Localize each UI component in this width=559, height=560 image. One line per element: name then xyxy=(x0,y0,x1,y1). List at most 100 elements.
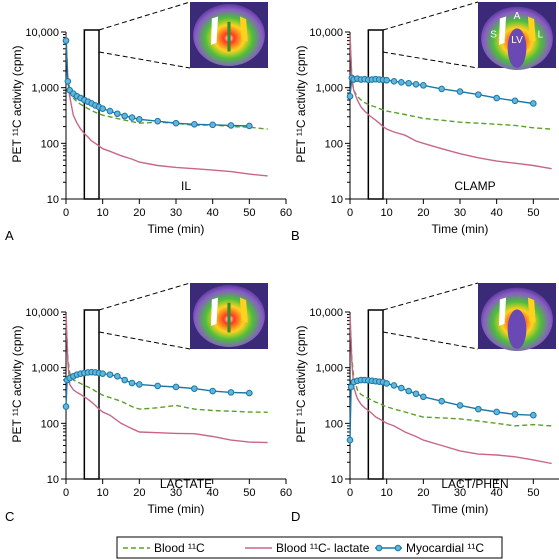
x-tick-label: 50 xyxy=(243,487,255,499)
series-myocardial-point xyxy=(438,397,445,405)
legend-label: Myocardial ¹¹C xyxy=(406,541,484,555)
series-myocardial-point xyxy=(64,78,72,85)
legend-marker xyxy=(394,544,402,552)
series-myocardial-point xyxy=(475,405,482,413)
series-myocardial-point xyxy=(511,97,519,105)
series-myocardial-point xyxy=(106,107,114,115)
x-tick-label: 0 xyxy=(63,487,69,499)
series-lactate-line xyxy=(65,34,268,177)
image-window-box xyxy=(83,29,100,200)
series-myocardial-point xyxy=(412,80,420,88)
x-tick-label: 20 xyxy=(417,487,429,499)
heatmap-cavity xyxy=(507,309,527,350)
series-myocardial-point xyxy=(405,387,412,395)
x-axis-label: Time (min) xyxy=(148,502,205,516)
series-myocardial-point xyxy=(493,94,500,102)
y-axis-label: PET ¹¹C activity (cpm) xyxy=(294,45,308,162)
zoom-guide-line xyxy=(382,51,479,69)
x-tick-label: 50 xyxy=(527,487,539,499)
x-tick-label: 40 xyxy=(491,487,503,499)
y-tick-label: 10,000 xyxy=(309,27,343,39)
panel-letter: C xyxy=(5,509,14,524)
y-tick-label: 10 xyxy=(47,194,59,206)
series-myocardial-point xyxy=(383,380,390,387)
heatmap-hotspot xyxy=(211,16,219,45)
zoom-guide-line xyxy=(98,51,191,69)
heatmap-septum-gap xyxy=(227,21,231,52)
zoom-guide-line xyxy=(98,331,191,350)
x-tick-label: 40 xyxy=(207,487,219,499)
series-myocardial-point xyxy=(62,403,70,410)
series-myocardial-point xyxy=(172,119,180,127)
series-myocardial-point xyxy=(511,411,519,418)
condition-label: IL xyxy=(181,179,191,193)
y-tick-label: 1,000 xyxy=(31,83,59,95)
x-tick-label: 30 xyxy=(170,487,182,499)
chart-panel-a: 10 100 1,000 10,000 0 10 20 30 40 50 60 Time (min) P… xyxy=(5,1,292,243)
heatmap-label: L xyxy=(538,30,544,41)
series-blood-line xyxy=(349,34,552,130)
series-myocardial-point xyxy=(106,371,114,378)
image-window-box xyxy=(83,309,100,480)
x-tick-label: 40 xyxy=(491,207,503,219)
x-tick-label: 0 xyxy=(63,207,69,219)
series-myocardial-point xyxy=(383,76,390,84)
y-axis-label: PET ¹¹C activity (cpm) xyxy=(294,325,308,442)
x-tick-label: 60 xyxy=(280,207,292,219)
zoom-guide-line xyxy=(382,331,479,350)
y-tick-label: 10 xyxy=(331,194,343,206)
y-tick-label: 10,000 xyxy=(25,307,59,319)
x-tick-label: 50 xyxy=(527,207,539,219)
x-tick-label: 20 xyxy=(417,207,429,219)
series-myocardial-point xyxy=(227,389,235,396)
series-myocardial-point xyxy=(209,387,216,395)
heatmap-cavity xyxy=(507,28,527,68)
series-myocardial-point xyxy=(398,78,405,86)
x-axis-label: Time (min) xyxy=(432,222,489,236)
legend-label: Blood ¹¹C- lactate xyxy=(276,541,370,555)
y-tick-label: 1,000 xyxy=(315,83,343,95)
heatmap-hotspot xyxy=(239,297,248,323)
zoom-guide-line xyxy=(98,282,191,311)
series-myocardial-point xyxy=(405,79,412,87)
series-lactate-line xyxy=(349,34,552,170)
x-tick-label: 10 xyxy=(381,207,393,219)
series-myocardial-point xyxy=(227,122,235,129)
series-myocardial-point xyxy=(475,91,482,98)
series-myocardial-point xyxy=(420,82,427,89)
x-tick-label: 0 xyxy=(347,487,353,499)
heatmap-hotspot xyxy=(211,297,219,326)
series-blood-line xyxy=(349,314,552,427)
image-window-box xyxy=(367,29,384,200)
series-myocardial-point xyxy=(346,436,354,444)
series-myocardial-point xyxy=(121,376,128,384)
x-tick-label: 30 xyxy=(454,207,466,219)
series-myocardial-point xyxy=(99,370,106,377)
x-tick-label: 10 xyxy=(97,487,109,499)
zoom-guide-line xyxy=(98,1,191,31)
x-tick-label: 0 xyxy=(347,207,353,219)
series-lactate-line xyxy=(349,314,552,465)
series-myocardial-point xyxy=(493,408,500,416)
y-axis-label: PET ¹¹C activity (cpm) xyxy=(10,45,24,162)
series-myocardial-point xyxy=(398,384,405,392)
series-myocardial-point xyxy=(128,379,136,387)
series-myocardial-point xyxy=(456,402,464,409)
y-tick-label: 100 xyxy=(325,138,343,150)
heatmap-label: LV xyxy=(511,35,523,46)
x-tick-label: 40 xyxy=(207,207,219,219)
condition-label: LACTATE xyxy=(160,477,212,491)
y-tick-label: 10,000 xyxy=(25,27,59,39)
x-tick-label: 60 xyxy=(280,487,292,499)
heatmap-hotspot xyxy=(499,16,507,45)
series-myocardial-point xyxy=(136,381,143,388)
panel-letter: B xyxy=(291,228,300,243)
heatmap-label: A xyxy=(514,11,521,22)
heatmap-hotspot xyxy=(527,297,536,323)
x-tick-label: 20 xyxy=(133,207,145,219)
series-myocardial-point xyxy=(62,37,70,44)
condition-label: LACT/PHEN xyxy=(441,477,508,491)
legend-label: Blood ¹¹C xyxy=(154,541,205,555)
image-window-box xyxy=(367,309,384,480)
chart-panel-c: 10 100 1,000 10,000 0 10 20 30 40 50 60 Time (min) P… xyxy=(5,282,292,524)
